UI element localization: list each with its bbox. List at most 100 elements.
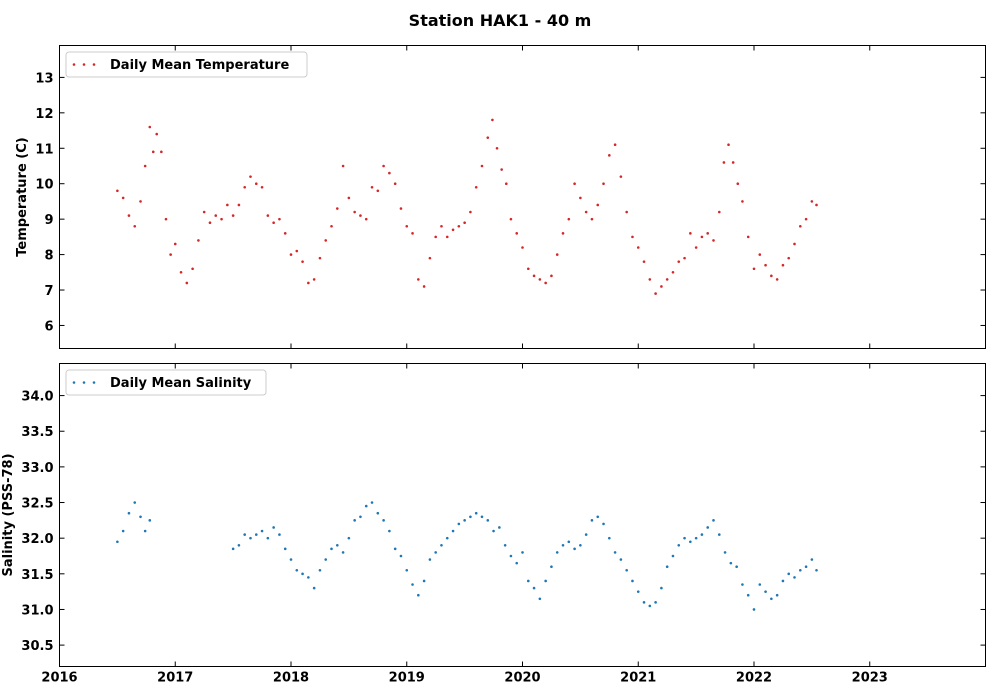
temperature-point bbox=[405, 224, 409, 228]
temperature-point bbox=[469, 210, 472, 214]
temperature-point bbox=[417, 278, 420, 281]
temperature-point bbox=[160, 150, 163, 154]
salinity-point bbox=[532, 586, 536, 590]
salinity-point bbox=[555, 551, 559, 554]
salinity-y-tick-label: 31.0 bbox=[21, 603, 53, 618]
temperature-point bbox=[295, 249, 299, 253]
temperature-point bbox=[804, 217, 808, 221]
temperature-point bbox=[370, 185, 374, 189]
salinity-point bbox=[538, 597, 542, 601]
salinity-point bbox=[706, 526, 709, 529]
salinity-point bbox=[127, 511, 131, 515]
temperature-point bbox=[694, 246, 698, 249]
temperature-point bbox=[278, 217, 281, 221]
temperature-y-tick-label: 7 bbox=[44, 284, 53, 299]
temperature-point bbox=[359, 214, 362, 217]
salinity-point bbox=[787, 572, 791, 576]
salinity-points bbox=[116, 501, 818, 611]
temperature-point bbox=[584, 210, 588, 214]
salinity-legend: Daily Mean Salinity bbox=[65, 369, 267, 396]
temperature-point bbox=[151, 150, 155, 154]
chart-title: Station HAK1 - 40 m bbox=[409, 11, 592, 30]
salinity-point bbox=[347, 536, 351, 540]
salinity-point bbox=[758, 583, 762, 586]
temperature-point bbox=[116, 189, 119, 193]
temperature-point bbox=[619, 175, 623, 178]
temperature-point bbox=[665, 278, 669, 281]
salinity-point bbox=[422, 579, 426, 583]
temperature-point bbox=[330, 224, 333, 228]
salinity-point bbox=[237, 544, 241, 547]
salinity-point bbox=[775, 593, 779, 597]
salinity-point bbox=[509, 554, 513, 558]
temperature-point bbox=[341, 164, 345, 168]
salinity-point bbox=[793, 576, 796, 579]
temperature-point bbox=[736, 182, 740, 186]
salinity-y-tick-label: 33.5 bbox=[21, 425, 53, 440]
temperature-point bbox=[770, 274, 773, 278]
temperature-point bbox=[324, 239, 328, 242]
salinity-point bbox=[307, 576, 310, 579]
salinity-point bbox=[411, 583, 414, 586]
salinity-legend-marker bbox=[72, 381, 96, 384]
temperature-point bbox=[608, 154, 611, 157]
salinity-point bbox=[770, 597, 773, 601]
temperature-point bbox=[602, 182, 605, 186]
temperature-point bbox=[764, 263, 767, 267]
salinity-point bbox=[746, 593, 750, 597]
temperature-legend-dot bbox=[82, 63, 86, 66]
temperature-point bbox=[544, 281, 547, 285]
temperature-point bbox=[312, 278, 316, 281]
temperature-point bbox=[480, 164, 484, 168]
salinity-point bbox=[417, 593, 420, 597]
temperature-legend-dot bbox=[92, 63, 96, 66]
temperature-point bbox=[521, 246, 524, 249]
temperature-point bbox=[283, 232, 287, 235]
salinity-legend-dot bbox=[82, 381, 86, 384]
temperature-point bbox=[532, 274, 536, 278]
temperature-point bbox=[440, 224, 443, 228]
temperature-point bbox=[509, 217, 513, 221]
temperature-point bbox=[376, 189, 380, 193]
temperature-point bbox=[318, 256, 322, 260]
salinity-point bbox=[636, 590, 640, 593]
salinity-point bbox=[561, 544, 565, 547]
salinity-point bbox=[445, 536, 449, 540]
salinity-point bbox=[625, 568, 628, 572]
salinity-point bbox=[619, 558, 623, 561]
salinity-point bbox=[428, 558, 432, 561]
salinity-point bbox=[116, 540, 119, 544]
temperature-point bbox=[648, 278, 652, 281]
salinity-point bbox=[567, 540, 571, 544]
temperature-point bbox=[491, 118, 494, 122]
salinity-point bbox=[544, 579, 547, 583]
salinity-point bbox=[799, 568, 802, 572]
salinity-point bbox=[752, 608, 756, 611]
salinity-point bbox=[295, 568, 299, 572]
temperature-point bbox=[793, 242, 796, 246]
temperature-point bbox=[428, 256, 432, 260]
salinity-point bbox=[480, 515, 484, 519]
temperature-point bbox=[815, 203, 818, 207]
salinity-point bbox=[694, 536, 698, 540]
temperature-point bbox=[202, 210, 206, 214]
salinity-point bbox=[301, 572, 304, 576]
salinity-point bbox=[683, 536, 686, 540]
salinity-point bbox=[729, 561, 733, 565]
salinity-point bbox=[804, 565, 808, 568]
temperature-point bbox=[631, 235, 634, 239]
salinity-point bbox=[498, 526, 501, 529]
temperature-point bbox=[573, 182, 576, 186]
temperature-y-axis-label: Temperature (C) bbox=[15, 137, 30, 256]
temperature-point bbox=[272, 221, 275, 224]
salinity-point bbox=[469, 515, 472, 519]
salinity-point bbox=[654, 601, 657, 604]
temperature-point bbox=[706, 232, 709, 235]
salinity-x-tick-label: 2022 bbox=[736, 671, 772, 686]
salinity-y-axis-label: Salinity (PSS-78) bbox=[1, 453, 16, 576]
temperature-points bbox=[116, 118, 818, 295]
salinity-x-tick-label: 2019 bbox=[389, 671, 425, 686]
salinity-point bbox=[602, 522, 605, 526]
salinity-point bbox=[121, 529, 125, 533]
temperature-point bbox=[596, 203, 600, 207]
